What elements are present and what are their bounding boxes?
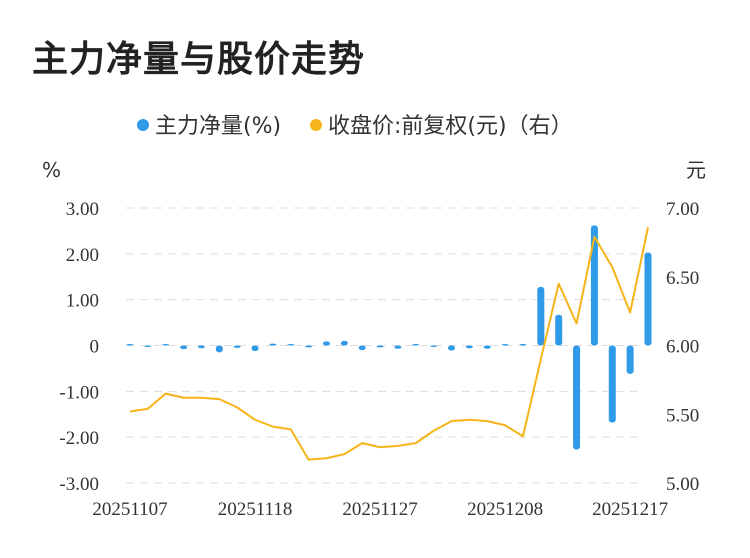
grid-lines	[126, 207, 644, 484]
x-tick-label: 20251208	[467, 499, 543, 520]
close-price-polyline	[129, 227, 649, 461]
net-volume-bar	[305, 345, 313, 348]
net-volume-bar	[251, 345, 259, 351]
left-tick-label: -1.00	[59, 382, 99, 403]
x-tick-label: 20251118	[218, 499, 293, 520]
net-volume-bar	[590, 225, 598, 346]
net-volume-bar	[412, 344, 420, 346]
right-tick-label: 7.00	[666, 199, 699, 220]
net-volume-bar	[537, 286, 545, 346]
right-tick-label: 5.00	[666, 474, 699, 495]
legend-marker-net-volume	[137, 119, 149, 131]
right-tick-label: 6.00	[666, 337, 699, 358]
left-axis-ticks: 3.00 2.00 1.00 0 -1.00 -2.00 -3.00	[59, 199, 99, 495]
legend-label-net-volume: 主力净量(%)	[155, 114, 281, 139]
left-tick-label: 1.00	[66, 291, 99, 312]
net-volume-bar	[358, 345, 366, 351]
net-volume-bar	[162, 344, 170, 346]
net-volume-bars	[126, 225, 652, 450]
net-volume-bar	[269, 343, 277, 346]
net-volume-bar	[126, 344, 134, 346]
net-volume-bar	[573, 345, 581, 450]
x-axis-ticks: 20251107 20251118 20251127 20251208 20251217	[92, 499, 668, 520]
net-volume-bar	[287, 344, 295, 346]
close-price-line	[129, 227, 649, 461]
net-volume-bar	[644, 252, 652, 346]
net-volume-bar	[394, 345, 402, 349]
net-volume-bar	[233, 345, 241, 348]
legend-label-close-price: 收盘价:前复权(元)（右）	[328, 114, 573, 139]
chart-title: 主力净量与股价走势	[32, 39, 366, 80]
net-volume-bar	[626, 345, 634, 374]
right-axis-unit: 元	[686, 158, 706, 182]
net-volume-bar	[215, 345, 223, 353]
right-tick-label: 5.50	[666, 405, 699, 426]
net-volume-bar	[430, 345, 438, 347]
x-tick-label: 20251107	[92, 499, 167, 520]
chart-legend: 主力净量(%) 收盘价:前复权(元)（右）	[137, 114, 573, 139]
right-tick-label: 6.50	[666, 268, 699, 289]
net-volume-bar	[501, 344, 509, 346]
left-tick-label: -3.00	[59, 474, 99, 495]
x-tick-label: 20251217	[592, 499, 668, 520]
left-tick-label: 3.00	[66, 199, 99, 220]
left-tick-label: -2.00	[59, 428, 99, 449]
net-volume-bar	[465, 345, 473, 349]
net-volume-bar	[180, 345, 188, 350]
left-tick-label: 0	[90, 337, 100, 358]
left-axis-unit: %	[42, 158, 61, 182]
left-tick-label: 2.00	[66, 245, 99, 266]
net-volume-bar	[448, 345, 456, 351]
right-axis-ticks: 7.00 6.50 6.00 5.50 5.00	[666, 199, 699, 495]
net-volume-bar	[376, 345, 384, 348]
net-volume-bar	[322, 341, 330, 346]
net-volume-bar	[483, 345, 491, 349]
net-volume-bar	[197, 345, 205, 349]
net-volume-bar	[608, 345, 616, 423]
net-volume-bar	[519, 344, 527, 346]
net-volume-bar	[340, 340, 348, 346]
legend-marker-close-price	[310, 119, 322, 131]
net-volume-bar	[144, 345, 152, 347]
net-volume-bar	[555, 314, 563, 346]
x-tick-label: 20251127	[342, 499, 417, 520]
